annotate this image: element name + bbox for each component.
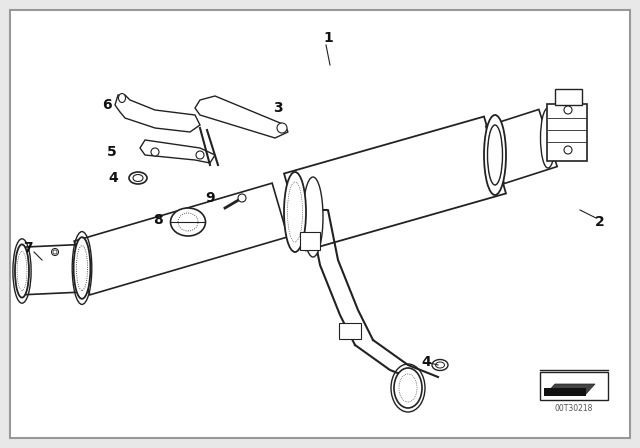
FancyBboxPatch shape [547,104,587,161]
Text: 00T30218: 00T30218 [555,404,593,413]
Text: 6: 6 [102,98,112,112]
Text: 4: 4 [421,355,431,369]
Ellipse shape [53,250,57,254]
Ellipse shape [238,194,246,202]
Text: 4: 4 [108,171,118,185]
Text: 1: 1 [323,31,333,45]
Text: 5: 5 [107,145,117,159]
Ellipse shape [564,146,572,154]
Ellipse shape [170,208,205,236]
Ellipse shape [277,123,287,133]
Text: 9: 9 [205,191,215,205]
Ellipse shape [51,249,58,255]
Polygon shape [140,140,215,163]
Bar [540,372,608,400]
Text: 7: 7 [23,241,33,255]
Ellipse shape [488,125,502,185]
Text: 2: 2 [595,215,605,229]
Ellipse shape [151,148,159,156]
Ellipse shape [196,151,204,159]
Ellipse shape [484,115,506,195]
Polygon shape [545,384,595,395]
Text: 3: 3 [273,101,283,115]
FancyBboxPatch shape [555,89,582,105]
Ellipse shape [15,245,29,297]
Ellipse shape [118,94,125,103]
Ellipse shape [432,359,448,370]
Ellipse shape [129,172,147,184]
Polygon shape [115,95,200,132]
Polygon shape [74,183,288,295]
Polygon shape [21,244,88,295]
Ellipse shape [133,175,143,181]
Ellipse shape [541,108,556,168]
Polygon shape [284,116,506,250]
Polygon shape [195,96,288,138]
Ellipse shape [394,368,422,408]
Ellipse shape [435,362,445,368]
Bar [300,232,320,250]
Ellipse shape [564,106,572,114]
Polygon shape [486,109,557,184]
Ellipse shape [74,237,90,299]
Ellipse shape [284,172,306,252]
Text: 8: 8 [153,213,163,227]
FancyBboxPatch shape [339,323,361,339]
Bar [544,388,586,396]
Ellipse shape [303,177,323,257]
